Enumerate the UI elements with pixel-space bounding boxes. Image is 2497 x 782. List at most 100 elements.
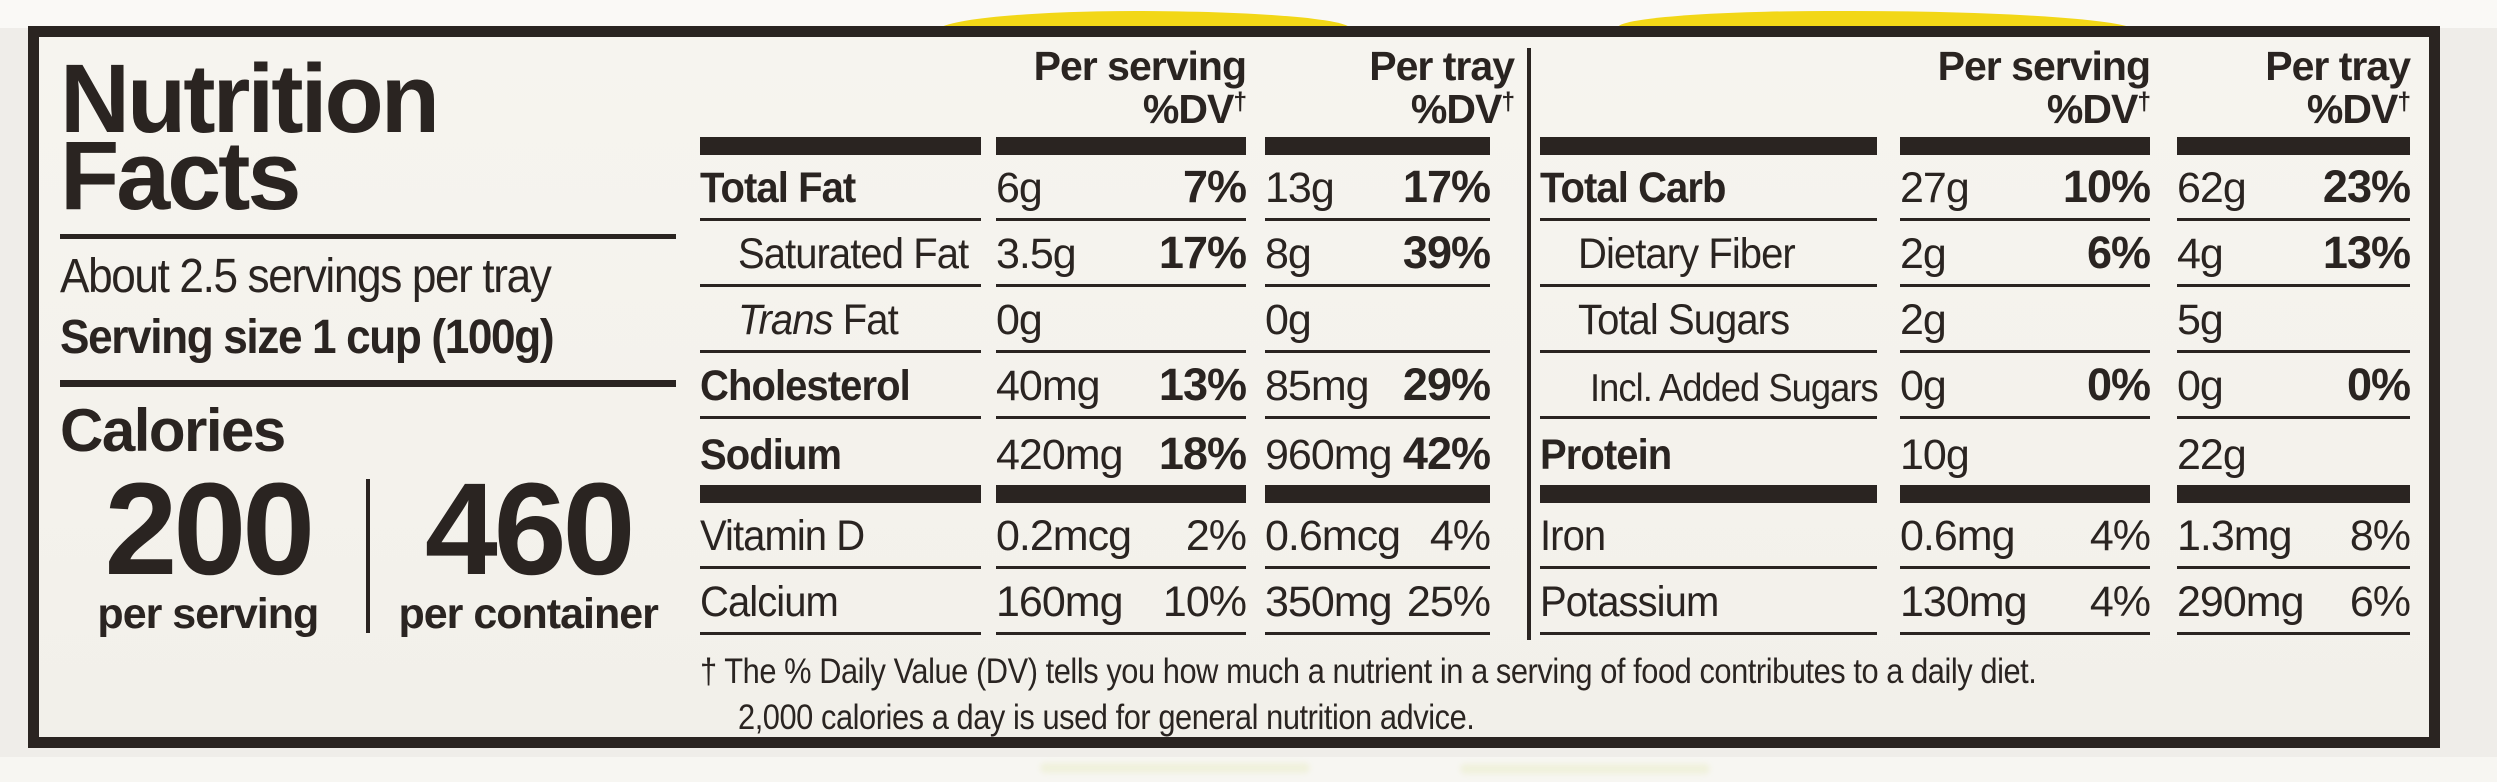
per-serving-daily-value: 10% — [1162, 578, 1247, 626]
nutrient-row-iron: Iron 0.6mg 4% 1.3mg 8% — [1540, 503, 2411, 569]
per-tray-daily-value: 23% — [2322, 161, 2411, 212]
micro-rows: Vitamin D 0.2mcg 2% 0.6mcg 4% Calcium 160mg 10%… — [700, 503, 1491, 635]
nutrient-row-dietary-fiber: Dietary Fiber 2g 6% 4g 13% — [1540, 221, 2411, 287]
per-serving-amount: 0g — [996, 296, 1043, 344]
thick-divider — [700, 485, 1490, 503]
per-tray-amount: 960mg — [1265, 431, 1392, 479]
macro-rows: Total Fat 6g 7% 13g 17% Saturated Fat 3.5g 17% 8… — [700, 155, 1491, 485]
per-serving-daily-value: 13% — [1158, 359, 1247, 410]
per-serving-amount: 160mg — [996, 578, 1123, 626]
divider — [60, 234, 676, 240]
per-tray-values: 0g 0% — [2177, 353, 2411, 419]
per-tray-values: 22g — [2177, 419, 2410, 485]
per-serving-values: 2g 6% — [1900, 221, 2151, 287]
panel-title-line: Facts — [60, 120, 301, 230]
dv-header-line: %DV† — [1142, 86, 1247, 133]
per-tray-daily-value: 0% — [2346, 359, 2411, 410]
per-serving-daily-value: 18% — [1158, 428, 1247, 479]
nutrient-row-potassium: Potassium 130mg 4% 290mg 6% — [1540, 569, 2411, 635]
per-tray-amount: 62g — [2177, 164, 2247, 212]
per-serving-amount: 6g — [996, 164, 1043, 212]
nutrient-row-total-sugars: Total Sugars 2g 5g — [1540, 287, 2410, 353]
per-tray-header-line: Per tray — [2265, 43, 2411, 89]
panel-title-line: Nutrition — [60, 44, 440, 153]
per-tray-daily-value: 17% — [1402, 161, 1491, 212]
per-tray-daily-value: 13% — [2322, 227, 2411, 278]
per-tray-daily-value: 6% — [2349, 578, 2411, 626]
per-tray-daily-value: 42% — [1402, 428, 1491, 479]
per-tray-amount: 0g — [1265, 296, 1312, 344]
per-serving-header-line: Per serving — [1937, 43, 2151, 89]
column-headers: Per serving %DV† Per tray %DV† — [1540, 43, 2411, 139]
dagger-icon: † — [1501, 88, 1515, 116]
per-tray-header: Per tray %DV† — [2177, 43, 2411, 139]
calories-values: 200 per serving 460 per container — [60, 455, 676, 639]
per-tray-amount: 4g — [2177, 230, 2224, 278]
per-tray-amount: 5g — [2177, 296, 2224, 344]
per-tray-values: 290mg 6% — [2177, 569, 2411, 635]
per-serving-values: 40mg 13% — [996, 353, 1247, 419]
nutrient-row-protein: Protein 10g 22g — [1540, 419, 2410, 485]
per-serving-values: 0g 0% — [1900, 353, 2151, 419]
per-serving-header: Per serving %DV† — [1900, 43, 2151, 139]
divider — [60, 380, 676, 388]
per-tray-values: 4g 13% — [2177, 221, 2411, 287]
per-tray-values: 62g 23% — [2177, 155, 2411, 221]
calories-per-container: 460 per container — [380, 455, 676, 639]
scan-smudge — [1040, 763, 1310, 773]
per-tray-daily-value: 29% — [1402, 359, 1491, 410]
per-tray-values: 960mg 42% — [1265, 419, 1491, 485]
per-serving-values: 10g — [1900, 419, 2150, 485]
per-tray-amount: 0.6mcg — [1265, 512, 1401, 560]
divider — [1527, 48, 1531, 640]
per-serving-values: 0.2mcg 2% — [996, 503, 1247, 569]
per-serving-daily-value: 6% — [2086, 227, 2151, 278]
nutrient-name: Calcium — [700, 569, 981, 635]
per-serving-header-line: Per serving — [1033, 43, 1247, 89]
per-tray-header-line: Per tray — [1369, 43, 1515, 89]
per-tray-daily-value: 8% — [2349, 512, 2411, 560]
calories-per-serving-value: 200 — [104, 455, 316, 603]
nutrient-name: Total Sugars — [1540, 287, 1877, 353]
per-serving-values: 0.6mg 4% — [1900, 503, 2151, 569]
nutrient-row-total-fat: Total Fat 6g 7% 13g 17% — [700, 155, 1491, 221]
per-tray-amount: 1.3mg — [2177, 512, 2293, 560]
calories-per-container-value: 460 — [424, 455, 636, 603]
per-serving-amount: 2g — [1900, 230, 1947, 278]
per-serving-values: 27g 10% — [1900, 155, 2151, 221]
thick-divider — [1540, 137, 2410, 155]
per-serving-amount: 0g — [1900, 362, 1947, 410]
nutrient-name: Iron — [1540, 503, 1877, 569]
per-serving-daily-value: 0% — [2086, 359, 2151, 410]
nutrient-row-total-carb: Total Carb 27g 10% 62g 23% — [1540, 155, 2411, 221]
calories-per-serving: 200 per serving — [60, 455, 356, 639]
footnote-line-1: † The % Daily Value (DV) tells you how m… — [700, 652, 2037, 691]
thick-divider — [700, 137, 1490, 155]
servings-per-container: About 2.5 servings per tray — [60, 250, 552, 304]
per-tray-daily-value: 39% — [1402, 227, 1491, 278]
nutrient-name: Cholesterol — [700, 353, 981, 419]
nutrient-name: Total Carb — [1540, 155, 1877, 221]
nutrition-facts-panel: Nutrition Facts About 2.5 servings per t… — [28, 26, 2440, 748]
per-tray-daily-value: 25% — [1406, 578, 1491, 626]
nutrient-row-vitamin-d: Vitamin D 0.2mcg 2% 0.6mcg 4% — [700, 503, 1491, 569]
per-tray-amount: 22g — [2177, 431, 2247, 479]
dagger-icon: † — [700, 652, 717, 691]
per-serving-header: Per serving %DV† — [996, 43, 1247, 139]
per-tray-header: Per tray %DV† — [1265, 43, 1515, 139]
per-serving-amount: 0.2mcg — [996, 512, 1132, 560]
per-serving-daily-value: 7% — [1182, 161, 1247, 212]
nutrient-name: Incl. Added Sugars — [1540, 353, 1879, 419]
per-tray-values: 1.3mg 8% — [2177, 503, 2411, 569]
nutrient-name: Trans Fat — [700, 287, 981, 353]
nutrient-row-incl-added-sugars: Incl. Added Sugars 0g 0% 0g 0% — [1540, 353, 2411, 419]
per-serving-amount: 3.5g — [996, 230, 1077, 278]
micro-rows: Iron 0.6mg 4% 1.3mg 8% Potassium 130mg 4% 290mg 6… — [1540, 503, 2411, 635]
nutrient-name: Dietary Fiber — [1540, 221, 1877, 287]
per-tray-amount: 350mg — [1265, 578, 1392, 626]
per-tray-values: 0g — [1265, 287, 1490, 353]
dagger-icon: † — [2397, 88, 2411, 116]
per-tray-amount: 85mg — [1265, 362, 1370, 410]
thick-divider — [1540, 485, 2410, 503]
